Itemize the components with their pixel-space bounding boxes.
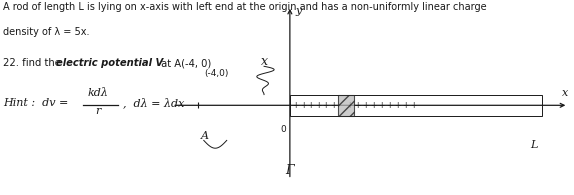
Text: L: L xyxy=(530,140,537,150)
Text: A rod of length L is lying on x-axis with left end at the origin and has a non-u: A rod of length L is lying on x-axis wit… xyxy=(3,2,487,12)
Text: +: + xyxy=(386,101,393,110)
Text: (-4,0): (-4,0) xyxy=(204,69,228,78)
Text: +: + xyxy=(410,101,417,110)
Text: +: + xyxy=(292,101,299,110)
Text: Hint :  dv =: Hint : dv = xyxy=(3,98,72,107)
Text: y: y xyxy=(296,6,302,16)
Text: +: + xyxy=(307,101,314,110)
Text: +: + xyxy=(322,101,329,110)
Text: +: + xyxy=(354,101,360,110)
Bar xyxy=(338,95,354,116)
Text: +: + xyxy=(315,101,321,110)
Text: r: r xyxy=(95,106,100,116)
Text: x: x xyxy=(261,55,267,68)
Text: ,  dλ = λdx: , dλ = λdx xyxy=(123,98,185,108)
Text: 22. find the: 22. find the xyxy=(3,58,64,68)
Text: +: + xyxy=(402,101,409,110)
Text: +: + xyxy=(362,101,369,110)
Text: A: A xyxy=(201,131,209,141)
Text: kdλ: kdλ xyxy=(88,88,108,98)
Text: +: + xyxy=(394,101,401,110)
Text: +: + xyxy=(370,101,377,110)
Text: density of λ = 5x.: density of λ = 5x. xyxy=(3,27,90,37)
Text: Γ: Γ xyxy=(285,164,294,177)
Text: +: + xyxy=(329,101,336,110)
Text: x: x xyxy=(562,88,568,98)
Text: +: + xyxy=(378,101,385,110)
Text: +: + xyxy=(300,101,307,110)
Text: 0: 0 xyxy=(280,125,286,134)
Text: +: + xyxy=(346,101,352,110)
Text: electric potential V: electric potential V xyxy=(56,58,164,68)
Text: at A(-4, 0): at A(-4, 0) xyxy=(158,58,211,68)
Bar xyxy=(290,95,542,116)
